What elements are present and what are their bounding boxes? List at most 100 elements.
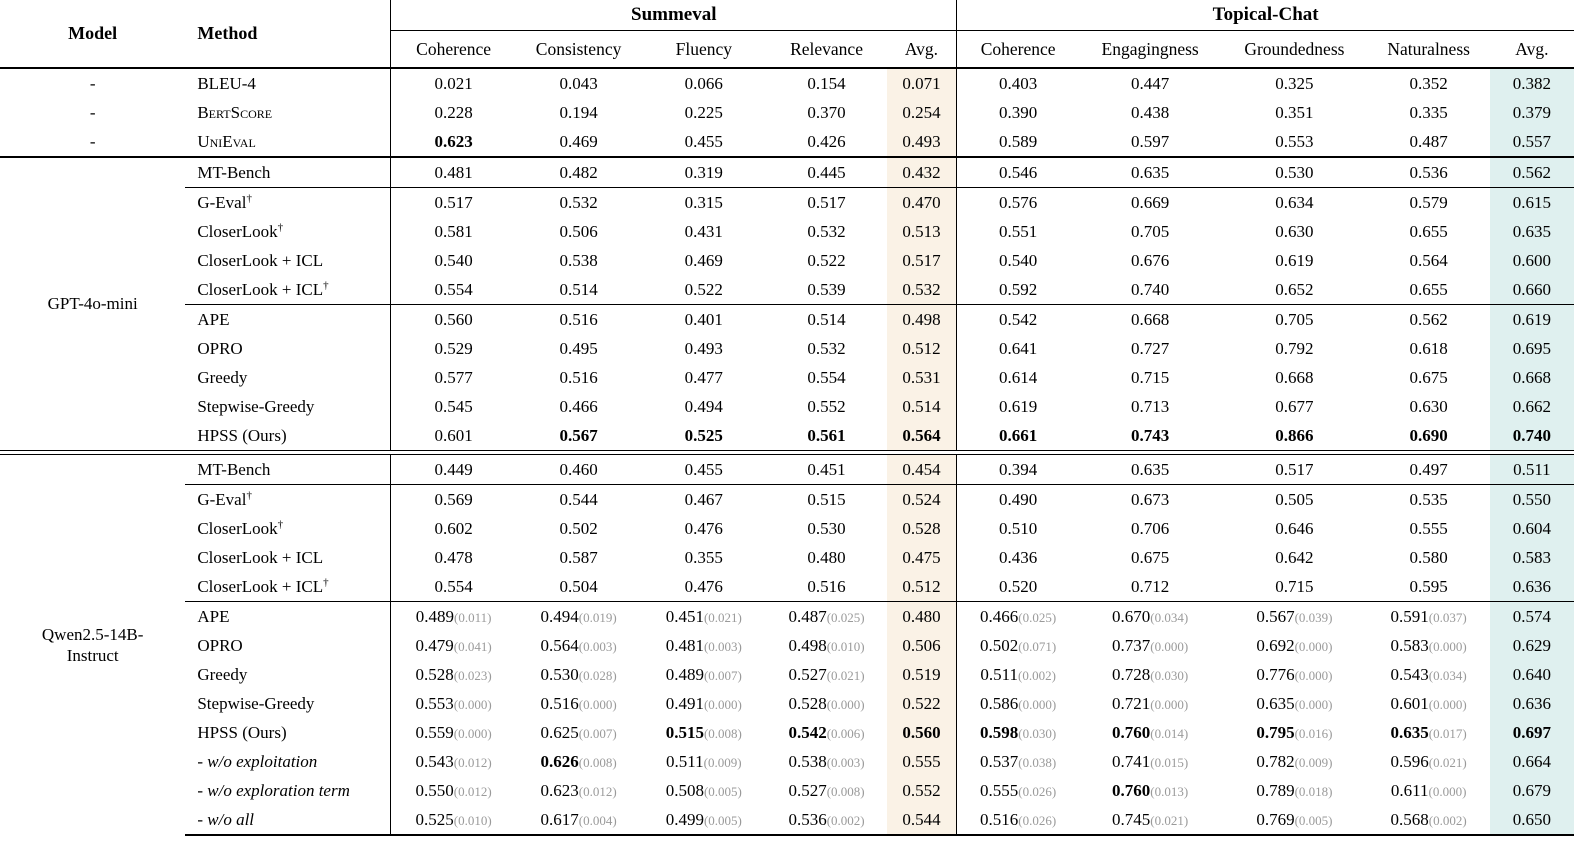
metric-cell: 0.514 [766,304,887,334]
metric-value: 0.728 [1112,664,1151,684]
method-cell: HPSS (Ours) [185,718,390,747]
method-label: BLEU-4 [197,73,256,93]
method-label: APE [197,606,230,626]
metric-value: 0.623 [540,780,579,800]
metric-cell: 0.545 [390,392,516,421]
metric-cell: 0.538 [516,246,641,275]
table-row: CloserLook† 0.602 0.502 0.476 0.530 0.528 0.51… [0,514,1574,543]
metric-value: 0.467 [684,489,723,509]
table-row: Greedy 0.577 0.516 0.477 0.554 0.531 0.614 0.71… [0,363,1574,392]
metric-std: (0.017) [1428,725,1467,741]
metric-cell: 0.510 [956,514,1079,543]
metric-cell: 0.668 [1079,304,1222,334]
method-label: HPSS (Ours) [197,722,287,742]
metric-std: (0.014) [1150,725,1189,741]
method-label: CloserLook + ICL [197,547,324,567]
metric-cell: 0.514 [516,275,641,305]
metric-value: 0.705 [1131,221,1170,241]
metric-value: 0.520 [999,576,1038,596]
metric-value: 0.491 [665,693,704,713]
metric-value: 0.319 [684,162,723,182]
metric-value: 0.506 [902,635,941,655]
metric-std: (0.025) [826,609,865,625]
metric-value: 0.546 [999,162,1038,182]
metric-cell: 0.467 [641,484,767,514]
metric-cell: 0.713 [1079,392,1221,421]
metric-cell: 0.495 [516,334,641,363]
metric-cell: 0.469 [641,246,766,275]
metric-cell: 0.515 [766,484,887,514]
metric-std: (0.005) [703,812,742,828]
metric-std: (0.011) [453,609,492,625]
metric-cell: 0.574 [1489,601,1574,631]
metric-header-naturalness: Naturalness [1367,30,1490,69]
group-header-row: Model Method Summeval Topical-Chat [0,0,1574,69]
metric-cell: 0.652 [1221,275,1367,305]
metric-cell: 0.476 [641,572,766,602]
table-row: GPT-4o-mini MT-Bench 0.481 0.482 0.319 0.445 0… [0,156,1574,451]
metric-value: 0.531 [902,367,941,387]
metric-value: 0.597 [1131,131,1170,151]
metric-value: 0.636 [1512,576,1551,596]
metric-value: 0.655 [1409,221,1448,241]
metric-cell: 0.662 [1489,392,1574,421]
metric-cell: 0.438 [1079,98,1221,127]
dagger-mark: † [323,278,329,291]
metric-cell: 0.591(0.037) [1367,601,1490,631]
metric-cell: 0.335 [1368,98,1490,127]
table-row: CloserLook† 0.581 0.506 0.431 0.532 0.513 0.55… [0,217,1574,246]
metric-value: 0.528 [415,664,454,684]
metric-std: (0.007) [703,667,742,683]
method-cell: CloserLook + ICL† [185,275,390,305]
metric-cell: 0.536(0.002) [766,805,887,836]
metric-std: (0.016) [1294,725,1333,741]
metric-std: (0.000) [578,696,617,712]
metric-cell: 0.581 [390,217,516,246]
metric-value: 0.537 [980,751,1019,771]
dagger-mark: † [277,517,284,530]
metric-cell: 0.635 [1489,217,1574,246]
metric-value: 0.510 [999,518,1038,538]
metric-value: 0.866 [1275,425,1314,445]
metric-header-engagingness: Engagingness [1079,30,1222,69]
metric-cell: 0.491(0.000) [641,689,766,718]
metric-value: 0.538 [788,751,827,771]
metric-cell: 0.552 [766,392,886,421]
metric-cell: 0.577 [390,363,516,392]
metric-cell: 0.727 [1079,334,1221,363]
metric-cell: 0.641 [956,334,1079,363]
method-label: MT-Bench [197,459,271,479]
metric-value: 0.481 [434,162,473,182]
metric-cell: 0.636 [1489,689,1574,718]
method-cell: BertScore [185,98,390,127]
metric-value: 0.583 [1390,635,1429,655]
metric-cell: 0.527(0.021) [766,660,886,689]
metric-cell: 0.583 [1489,543,1574,572]
metric-value: 0.596 [1390,751,1429,771]
metric-cell: 0.619 [1221,246,1367,275]
metric-value: 0.499 [665,809,704,829]
metric-cell: 0.760(0.013) [1079,776,1221,805]
metric-value: 0.554 [434,576,473,596]
metric-value: 0.540 [999,250,1038,270]
metric-value: 0.438 [1131,102,1170,122]
metric-value: 0.487 [788,606,827,626]
metric-cell: 0.489(0.007) [641,660,766,689]
method-label: CloserLook + ICL [197,279,324,299]
metric-std: (0.038) [1018,754,1057,770]
metric-cell: 0.623 [390,127,516,157]
metric-value: 0.697 [1512,722,1551,742]
metric-cell: 0.466(0.025) [956,601,1079,631]
metric-value: 0.522 [902,693,941,713]
metric-cell: 0.502 [516,514,641,543]
metric-value: 0.713 [1131,396,1170,416]
metric-value: 0.532 [807,338,846,358]
group-header-summeval: Summeval [390,0,957,31]
metric-value: 0.228 [434,102,473,122]
metric-cell: 0.517 [1221,455,1367,485]
double-rule [0,450,1574,455]
metric-cell: 0.567 [516,421,641,451]
metric-value: 0.569 [434,489,473,509]
metric-cell: 0.586(0.000) [956,689,1079,718]
metric-value: 0.477 [684,367,723,387]
